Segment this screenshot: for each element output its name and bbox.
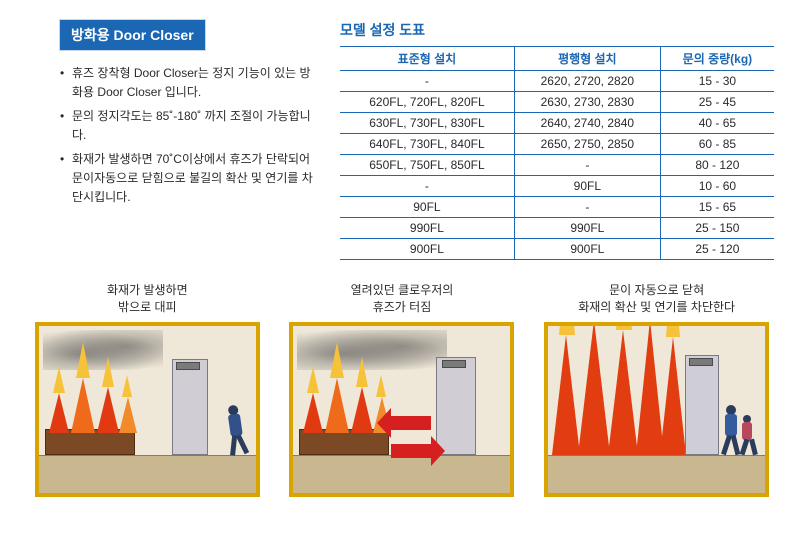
- table-cell: 2640, 2740, 2840: [514, 113, 660, 134]
- table-cell: 10 - 60: [660, 176, 774, 197]
- table-cell: 640FL, 730FL, 840FL: [340, 134, 514, 155]
- illustration-door-closed: [544, 322, 769, 497]
- table-cell: 990FL: [340, 218, 514, 239]
- illustration-caption: 화재가 발생하면 밖으로 대피: [107, 280, 188, 316]
- table-cell: 2650, 2750, 2850: [514, 134, 660, 155]
- table-cell: -: [340, 71, 514, 92]
- table-cell: 630FL, 730FL, 830FL: [340, 113, 514, 134]
- table-cell: 2620, 2720, 2820: [514, 71, 660, 92]
- table-header: 평행형 설치: [514, 47, 660, 71]
- table-cell: -: [340, 176, 514, 197]
- table-cell: -: [514, 155, 660, 176]
- table-header: 문의 중량(kg): [660, 47, 774, 71]
- illustration-caption: 열려있던 클로우저의 휴즈가 터짐: [351, 280, 454, 316]
- table-cell: 40 - 65: [660, 113, 774, 134]
- illustration-fuse-break: [289, 322, 514, 497]
- table-cell: 90FL: [340, 197, 514, 218]
- table-cell: 25 - 120: [660, 239, 774, 260]
- illustration-caption: 문이 자동으로 닫혀 화재의 확산 및 연기를 차단한다: [578, 280, 735, 316]
- illustration-fire-escape: [35, 322, 260, 497]
- table-cell: 900FL: [340, 239, 514, 260]
- table-cell: 2630, 2730, 2830: [514, 92, 660, 113]
- feature-list: 휴즈 장착형 Door Closer는 정지 기능이 있는 방화용 Door C…: [60, 64, 320, 206]
- table-cell: 620FL, 720FL, 820FL: [340, 92, 514, 113]
- table-cell: 650FL, 750FL, 850FL: [340, 155, 514, 176]
- feature-item: 문의 정지각도는 85˚-180˚ 까지 조절이 가능합니다.: [60, 107, 320, 144]
- table-cell: 25 - 150: [660, 218, 774, 239]
- feature-item: 휴즈 장착형 Door Closer는 정지 기능이 있는 방화용 Door C…: [60, 64, 320, 101]
- table-title: 모델 설정 도표: [340, 20, 774, 40]
- table-cell: 900FL: [514, 239, 660, 260]
- section-title: 방화용 Door Closer: [60, 20, 205, 50]
- table-cell: 25 - 45: [660, 92, 774, 113]
- table-cell: -: [514, 197, 660, 218]
- table-cell: 90FL: [514, 176, 660, 197]
- feature-item: 화재가 발생하면 70˚C이상에서 휴즈가 단락되어 문이자동으로 닫힘으로 불…: [60, 150, 320, 206]
- spec-table: 표준형 설치 평행형 설치 문의 중량(kg) -2620, 2720, 282…: [340, 46, 774, 260]
- table-cell: 990FL: [514, 218, 660, 239]
- table-cell: 15 - 30: [660, 71, 774, 92]
- table-header: 표준형 설치: [340, 47, 514, 71]
- table-cell: 15 - 65: [660, 197, 774, 218]
- table-cell: 80 - 120: [660, 155, 774, 176]
- table-cell: 60 - 85: [660, 134, 774, 155]
